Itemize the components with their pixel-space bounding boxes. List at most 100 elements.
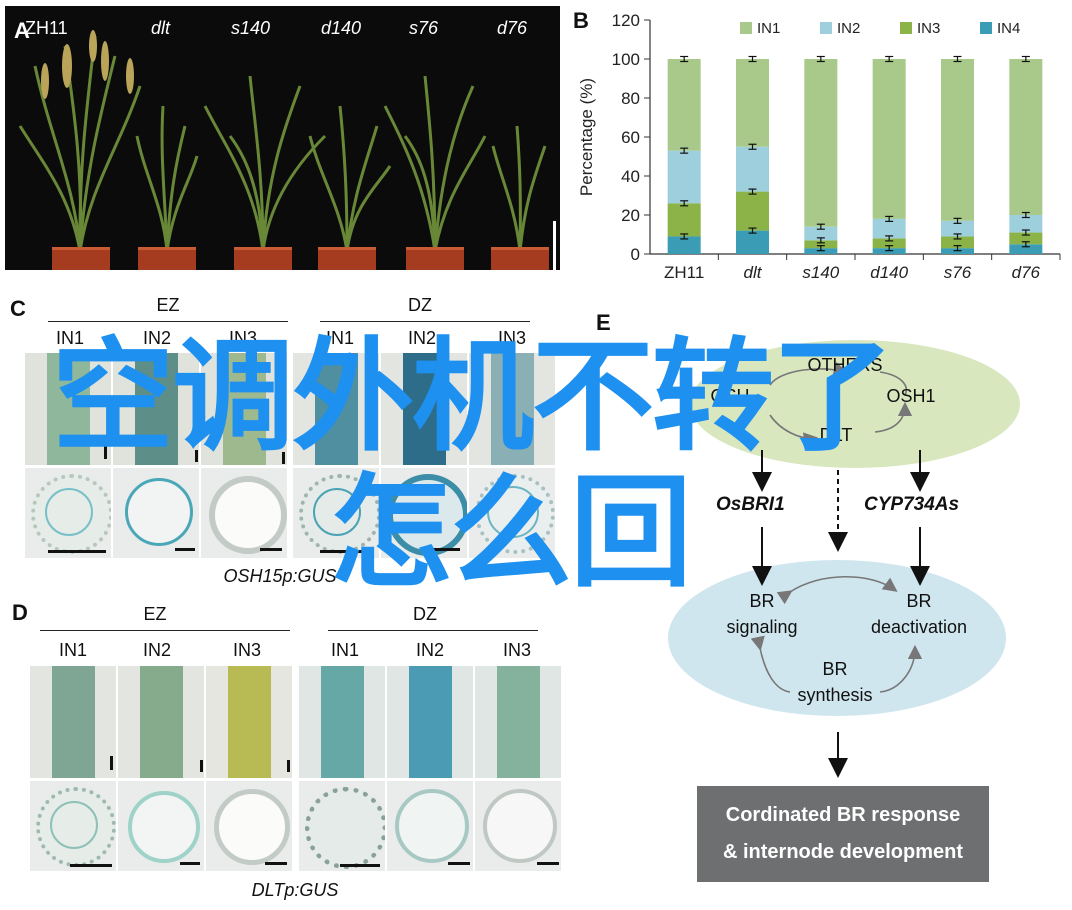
group-line [40,630,290,631]
response-box: Cordinated BR response & internode devel… [697,786,989,882]
bar-segment-in4 [736,230,769,254]
column-label: IN2 [415,640,444,660]
bar-segment-in2 [941,220,974,237]
legend-swatch-in4 [980,22,992,34]
stem-section-image [25,353,111,465]
stem-section-image [206,666,292,778]
bar-segment-in3 [872,238,906,249]
y-tick-label: 40 [621,167,640,186]
y-axis-label: Percentage (%) [577,78,596,196]
bar-segment-in3 [804,240,838,249]
group-line [320,321,530,322]
scale-bar [195,450,198,462]
y-tick-label: 100 [612,50,640,69]
panel-letter-b: B [573,8,589,33]
panel-letter-c: C [10,296,26,321]
column-label: IN3 [232,640,261,660]
group-title-dz: DZ [413,604,437,624]
stem-section-image [118,666,204,778]
y-tick-label: 80 [621,89,640,108]
cross-section-image [113,468,199,558]
group-title-ez: EZ [156,295,180,315]
cross-section-image [206,781,292,871]
scale-bar [265,862,287,865]
panel-d-caption: DLTp:GUS [251,880,339,900]
scale-bar [430,548,460,551]
br-synthesis-node: BR synthesis [797,659,873,705]
br-signaling-node: BR signaling [726,591,798,637]
stem-section-image [469,353,555,465]
panel-letter-a: A [14,18,30,43]
scale-bar [104,445,107,459]
bar-segment-in4 [1009,244,1043,254]
response-line-2: & internode development [722,841,964,863]
bar-segment-in2 [667,150,701,204]
scale-bar [175,548,195,551]
cross-section-image [118,781,204,871]
pot [234,247,292,270]
bar-segment-in2 [1009,215,1043,233]
cross-section-image [299,781,385,871]
plant-label-s76: s76 [409,18,439,38]
cross-section-image [293,468,379,558]
panel-letter-e: E [596,310,611,335]
plant-photo-panel: ZH11 dlt s140 d140 s76 d76 [5,6,560,270]
bar-segment-in3 [667,203,701,237]
scale-bar [287,760,290,772]
panel-letter-d: D [12,600,28,625]
plant-label-d76: d76 [497,18,528,38]
cross-section-image [201,468,287,558]
scale-bar [340,864,380,867]
stacked-bar-chart: 0 20 40 60 80 100 120 Percentage (%) ZH11 dlt s140… [577,11,1061,282]
plant-label-d140: d140 [321,18,362,38]
column-label: IN2 [142,640,171,660]
x-tick-label: d76 [1012,263,1041,282]
column-label: IN3 [228,328,257,348]
cross-section-image [30,781,116,871]
x-tick-label: dlt [744,263,763,282]
bar-segment-in2 [736,146,769,192]
group-line [48,321,288,322]
scale-bar [448,862,470,865]
rice-plants-photo [18,30,556,270]
bar-segment-in1 [872,59,906,219]
panel-c-caption: OSH15p:GUS [223,566,337,586]
stem-section-image [201,353,287,465]
osh1-node: OSH1 [886,386,936,406]
bar-segment-in3 [941,236,974,249]
stem-section-image [113,353,199,465]
legend-swatch-in3 [900,22,912,34]
bar-segment-in1 [804,59,838,227]
scale-bar [70,864,112,867]
pot [52,247,110,270]
bar-segment-in1 [941,59,974,221]
legend-swatch-in2 [820,22,832,34]
group-title-dz: DZ [408,295,432,315]
column-label: IN2 [407,328,436,348]
scale-bar [553,221,556,270]
y-tick-label: 120 [612,11,640,30]
y-tick-label: 0 [631,245,640,264]
x-tick-label: d140 [870,263,908,282]
br-deactivation-node: BR deactivation [870,591,968,637]
scale-bar [110,756,113,770]
legend-label-in1: IN1 [757,20,780,37]
pot [318,247,376,270]
y-tick-label: 20 [621,206,640,225]
bar-segment-in2 [804,226,838,241]
x-tick-label: s140 [802,263,839,282]
group-title-ez: EZ [143,604,167,624]
scale-bar [48,550,106,553]
scale-bar [200,760,203,772]
plant-label-s140: s140 [231,18,271,38]
stem-section-image [293,353,379,465]
osbri1-gene: OsBRI1 [716,494,785,515]
legend-label-in3: IN3 [917,20,940,37]
osh-node: OSH [710,386,750,406]
legend-label-in2: IN2 [837,20,860,37]
bar-segment-in3 [1009,232,1043,245]
bar-segment-in1 [736,59,769,147]
cyp734as-gene: CYP734As [864,494,960,515]
group-line [328,630,538,631]
